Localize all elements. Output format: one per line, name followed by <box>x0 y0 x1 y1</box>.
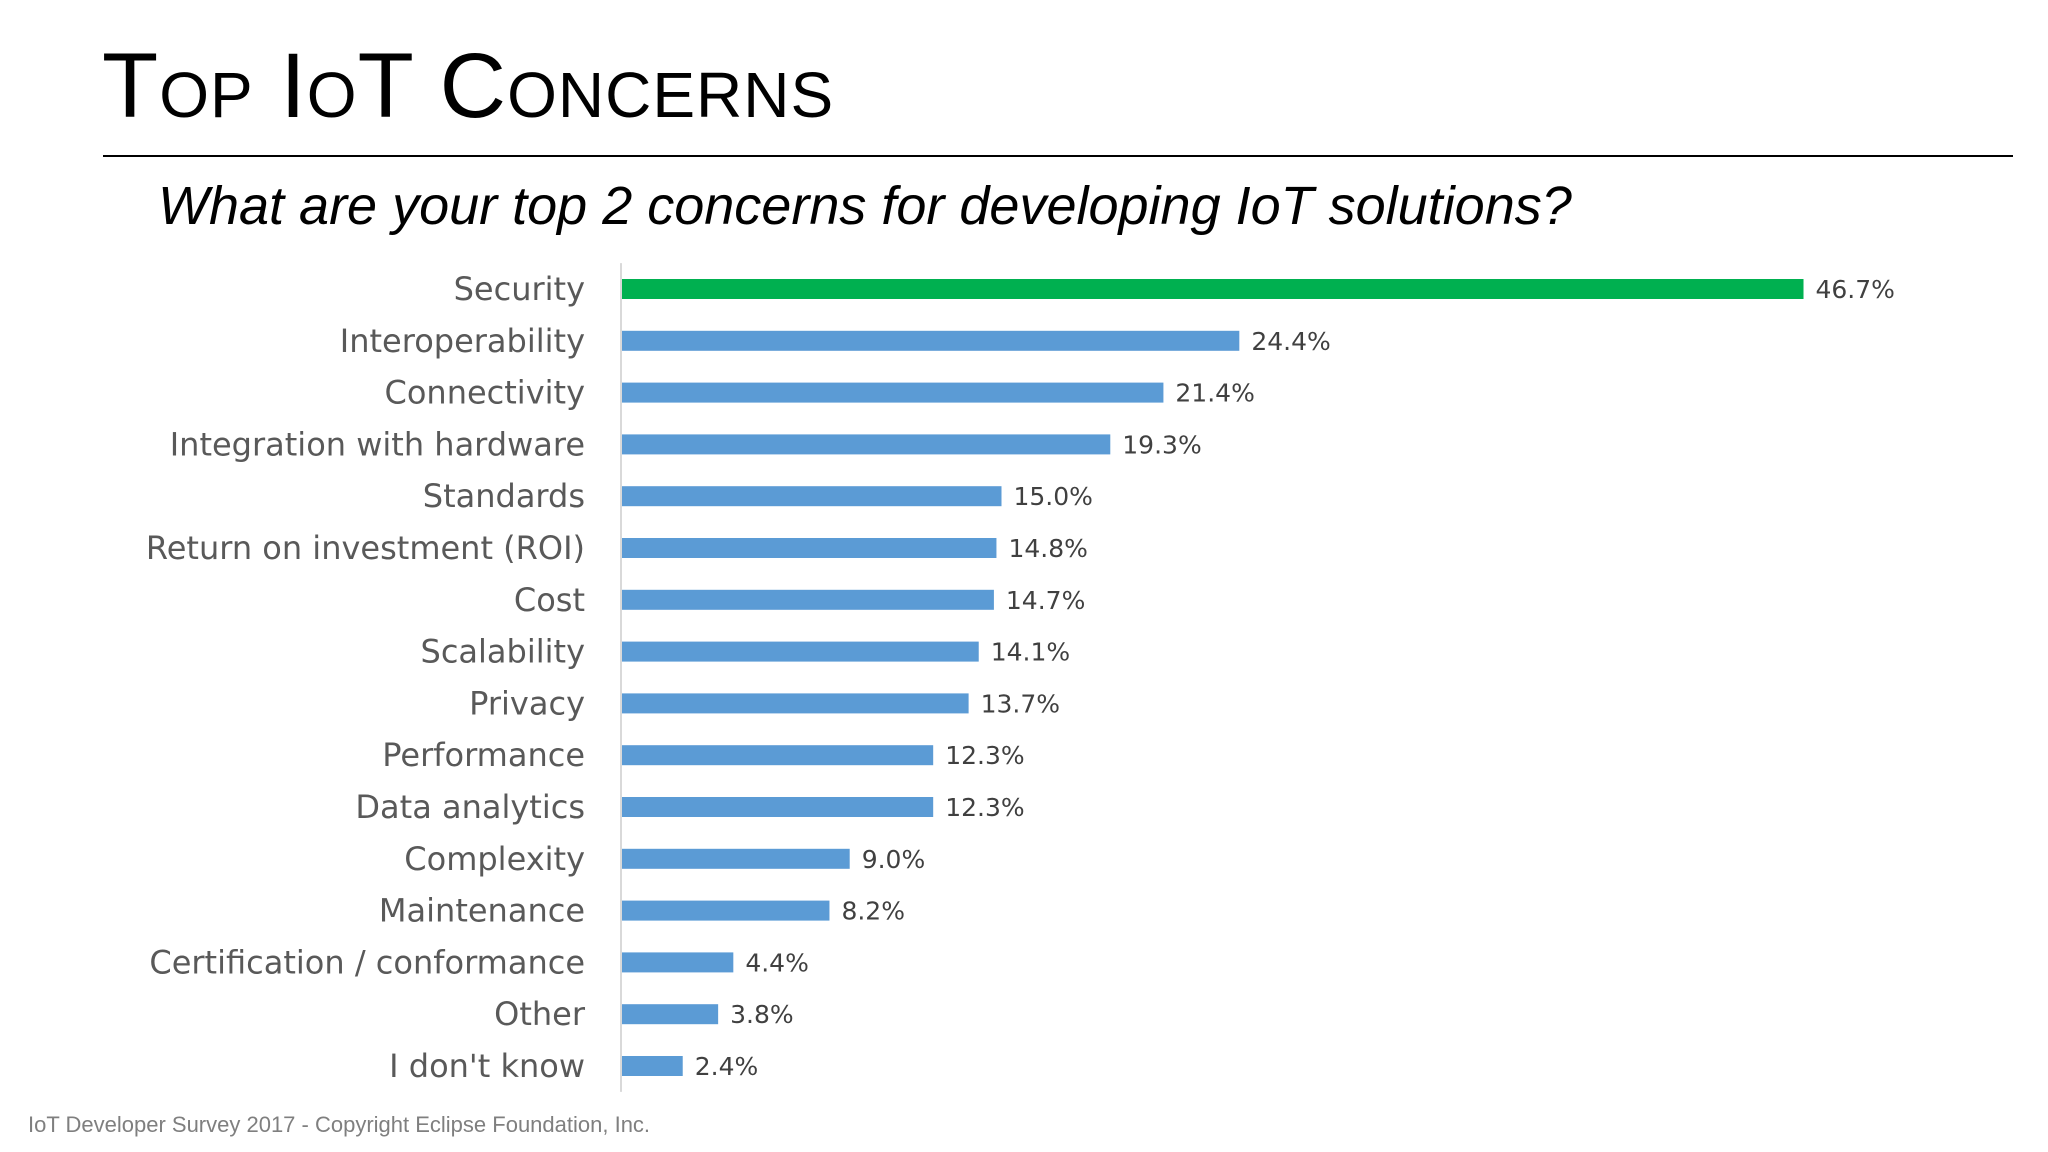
category-label: Connectivity <box>384 374 585 412</box>
bar <box>622 900 830 921</box>
slide-title: Top IoT Concerns <box>102 35 835 137</box>
value-label: 12.3% <box>945 793 1024 822</box>
bar <box>622 538 997 558</box>
category-label: Complexity <box>404 840 585 878</box>
title-divider <box>103 155 2013 157</box>
value-label: 3.8% <box>730 1000 794 1029</box>
category-label: Performance <box>382 736 585 774</box>
category-label: Scalability <box>421 633 585 671</box>
category-label: Privacy <box>469 684 585 722</box>
bar <box>622 641 979 662</box>
value-label: 13.7% <box>981 689 1060 718</box>
survey-question: What are your top 2 concerns for develop… <box>158 176 1572 236</box>
bar <box>622 745 934 766</box>
category-label: Certification / conformance <box>149 943 585 981</box>
concerns-bar-chart: Security 46.7% Interoperability 24.4% Connec… <box>146 263 1895 1092</box>
bar <box>622 848 850 869</box>
value-label: 19.3% <box>1122 430 1201 459</box>
bar <box>622 693 969 714</box>
value-label: 8.2% <box>841 897 905 926</box>
chart-marks: Security 46.7% Interoperability 24.4% Connec… <box>146 263 1895 1092</box>
category-label: Security <box>454 270 585 308</box>
bar <box>622 797 934 817</box>
bar <box>622 1004 719 1025</box>
value-label: 21.4% <box>1175 379 1254 408</box>
category-label: Other <box>494 995 586 1033</box>
bar <box>622 382 1164 403</box>
copyright-footer: IoT Developer Survey 2017 - Copyright Ec… <box>28 1112 651 1137</box>
category-label: Cost <box>514 581 585 619</box>
category-label: Return on investment (ROI) <box>146 529 585 567</box>
value-label: 14.1% <box>991 638 1070 667</box>
bar <box>622 330 1240 351</box>
value-label: 4.4% <box>745 948 809 977</box>
value-label: 12.3% <box>945 741 1024 770</box>
bar <box>622 1056 683 1076</box>
value-label: 15.0% <box>1014 482 1093 511</box>
bar <box>622 952 734 973</box>
category-label: Data analytics <box>355 788 585 826</box>
category-label: I don't know <box>389 1047 585 1085</box>
value-label: 14.7% <box>1006 586 1085 615</box>
category-label: Integration with hardware <box>170 425 585 463</box>
bar <box>622 279 1804 299</box>
category-label: Maintenance <box>379 892 585 930</box>
value-label: 9.0% <box>862 845 926 874</box>
value-label: 46.7% <box>1816 275 1895 304</box>
bar <box>622 589 994 610</box>
bar <box>622 434 1111 455</box>
value-label: 2.4% <box>695 1052 759 1081</box>
bar <box>622 486 1002 507</box>
value-label: 24.4% <box>1251 327 1330 356</box>
value-label: 14.8% <box>1008 534 1087 563</box>
category-label: Interoperability <box>340 322 585 360</box>
category-label: Standards <box>423 477 585 515</box>
